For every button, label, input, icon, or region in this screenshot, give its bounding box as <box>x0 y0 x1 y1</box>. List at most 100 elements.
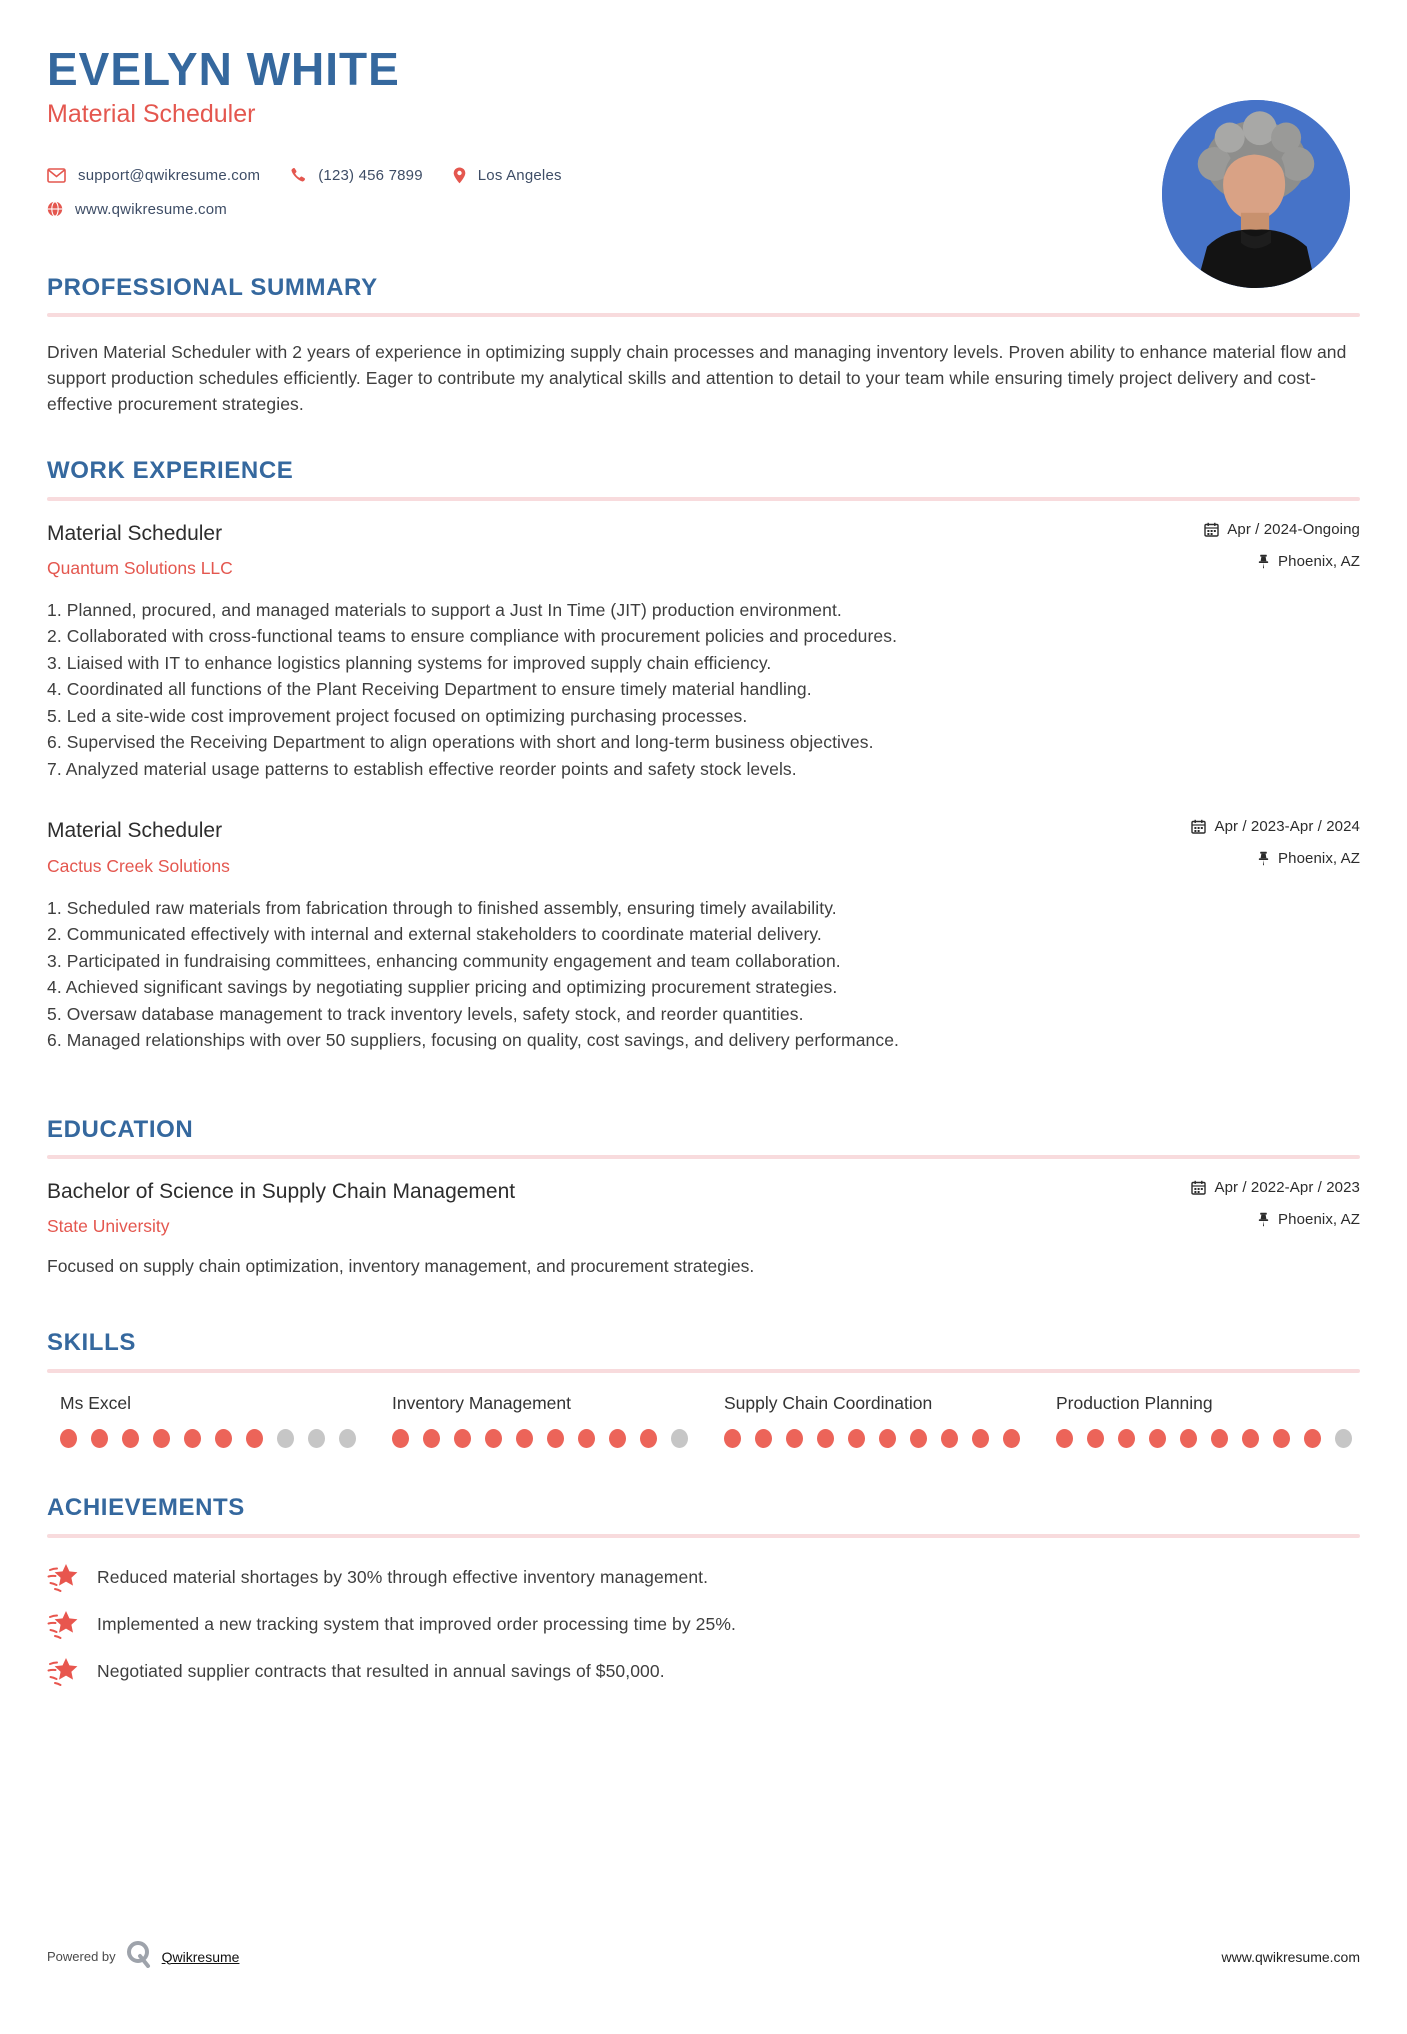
achievement-item: Implemented a new tracking system that i… <box>47 1609 1360 1641</box>
section-education: EDUCATION Bachelor of Science in Supply … <box>47 1116 1360 1280</box>
skill-dot-empty <box>1335 1429 1352 1449</box>
job-title: Material Scheduler <box>47 521 223 545</box>
skill-dot-filled <box>1242 1429 1259 1449</box>
skill-dot-filled <box>1211 1429 1228 1449</box>
section-divider <box>47 496 1360 501</box>
skill-dot-filled <box>1180 1429 1197 1449</box>
skill-item: Inventory Management <box>392 1393 702 1449</box>
skill-dot-filled <box>972 1429 989 1449</box>
skill-dot-filled <box>609 1429 626 1449</box>
job-bullet: 2. Communicated effectively with interna… <box>47 924 822 945</box>
footer-website: www.qwikresume.com <box>1221 1948 1360 1965</box>
degree-title: Bachelor of Science in Supply Chain Mana… <box>47 1180 516 1204</box>
skill-dot-filled <box>246 1429 263 1449</box>
job-bullet: 4. Coordinated all functions of the Plan… <box>47 679 812 700</box>
job-bullet: 3. Liaised with IT to enhance logistics … <box>47 652 772 673</box>
skill-dot-filled <box>454 1429 471 1449</box>
skill-rating-dots <box>1056 1429 1366 1449</box>
skill-dot-empty <box>308 1429 325 1449</box>
achievement-text: Reduced material shortages by 30% throug… <box>97 1567 709 1588</box>
job-company: Quantum Solutions LLC <box>47 557 233 578</box>
skill-dot-empty <box>671 1429 688 1449</box>
map-marker-icon <box>453 167 466 184</box>
achievement-text: Negotiated supplier contracts that resul… <box>97 1661 665 1682</box>
job-meta: Apr / 2023-Apr / 2024 Phoenix, AZ <box>1191 818 1360 867</box>
education-entry: Bachelor of Science in Supply Chain Mana… <box>47 1179 1360 1279</box>
skill-dot-filled <box>485 1429 502 1449</box>
skill-rating-dots <box>724 1429 1034 1449</box>
skill-dot-filled <box>941 1429 958 1449</box>
globe-icon <box>47 201 63 217</box>
section-professional-summary: PROFESSIONAL SUMMARY Driven Material Sch… <box>47 274 1360 418</box>
skill-dot-filled <box>91 1429 108 1449</box>
job-location-text: Phoenix, AZ <box>1278 552 1360 570</box>
calendar-icon <box>1191 1180 1207 1195</box>
section-achievements: ACHIEVEMENTS Reduced material shortages … <box>47 1494 1360 1688</box>
contact-website[interactable]: www.qwikresume.com <box>47 201 227 218</box>
footer: Powered by Qwikresume www.qwikresume.com <box>47 1940 1360 1973</box>
skill-dot-filled <box>516 1429 533 1449</box>
phone-icon <box>290 167 306 183</box>
skill-dot-filled <box>1003 1429 1020 1449</box>
contact-website-text: www.qwikresume.com <box>75 200 227 218</box>
contact-email[interactable]: support@qwikresume.com <box>47 167 260 184</box>
section-divider <box>47 313 1360 318</box>
skills-grid: Ms Excel Inventory Management Supply Cha… <box>47 1393 1360 1449</box>
envelope-icon <box>47 167 66 183</box>
job-bullet: 4. Achieved significant savings by negot… <box>47 977 838 998</box>
school-name: State University <box>47 1216 170 1237</box>
achievement-item: Reduced material shortages by 30% throug… <box>47 1562 1360 1594</box>
job-bullet: 5. Led a site-wide cost improvement proj… <box>47 705 748 726</box>
pushpin-icon <box>1257 1212 1270 1227</box>
job-dates: Apr / 2023-Apr / 2024 <box>1191 818 1360 835</box>
achievements-list: Reduced material shortages by 30% throug… <box>47 1562 1360 1688</box>
job-entry: Material Scheduler Quantum Solutions LLC… <box>47 521 1360 783</box>
portrait-illustration <box>1162 100 1350 288</box>
person-job-title: Material Scheduler <box>47 99 256 128</box>
skill-dot-filled <box>1118 1429 1135 1449</box>
section-divider <box>47 1155 1360 1160</box>
contact-row-1: support@qwikresume.com (123) 456 7899 Lo… <box>47 167 1360 184</box>
skill-dot-filled <box>60 1429 77 1449</box>
section-work-experience: WORK EXPERIENCE Material Scheduler Quant… <box>47 457 1360 1053</box>
skill-dot-filled <box>122 1429 139 1449</box>
education-heading: EDUCATION <box>47 1115 194 1143</box>
job-title: Material Scheduler <box>47 819 223 843</box>
skill-item: Supply Chain Coordination <box>724 1393 1034 1449</box>
achievement-text: Implemented a new tracking system that i… <box>97 1614 736 1635</box>
skill-name: Ms Excel <box>60 1393 131 1414</box>
skill-dot-filled <box>1087 1429 1104 1449</box>
skill-dot-filled <box>640 1429 657 1449</box>
skill-dot-filled <box>423 1429 440 1449</box>
profile-photo <box>1162 100 1350 288</box>
job-bullet: 1. Planned, procured, and managed materi… <box>47 599 842 620</box>
education-dates: Apr / 2022-Apr / 2023 <box>1191 1179 1360 1196</box>
contact-phone[interactable]: (123) 456 7899 <box>290 167 423 184</box>
section-divider <box>47 1369 1360 1374</box>
skill-item: Production Planning <box>1056 1393 1366 1449</box>
education-location: Phoenix, AZ <box>1191 1211 1360 1228</box>
skill-item: Ms Excel <box>60 1393 370 1449</box>
calendar-icon <box>1191 819 1207 835</box>
summary-text: Driven Material Scheduler with 2 years o… <box>47 342 1347 415</box>
skill-dot-filled <box>392 1429 409 1449</box>
shooting-star-icon <box>47 1562 81 1594</box>
person-name: EVELYN WHITE <box>47 43 400 95</box>
skill-dot-filled <box>1056 1429 1073 1449</box>
pushpin-icon <box>1257 554 1270 569</box>
skill-dot-filled <box>910 1429 927 1449</box>
skill-dot-filled <box>848 1429 865 1449</box>
qwikresume-brand-link[interactable]: Qwikresume <box>161 1948 240 1965</box>
shooting-star-icon <box>47 1656 81 1688</box>
resume-page: EVELYN WHITE Material Scheduler support@… <box>0 44 1407 2034</box>
job-location: Phoenix, AZ <box>1191 850 1360 867</box>
skill-dot-filled <box>1304 1429 1321 1449</box>
shooting-star-icon <box>47 1609 81 1641</box>
skill-dot-filled <box>817 1429 834 1449</box>
calendar-icon <box>1204 522 1219 537</box>
job-company: Cactus Creek Solutions <box>47 855 230 876</box>
job-bullet: 1. Scheduled raw materials from fabricat… <box>47 897 837 918</box>
skill-dot-filled <box>215 1429 232 1449</box>
header: EVELYN WHITE Material Scheduler support@… <box>47 43 1360 288</box>
skill-dot-empty <box>339 1429 356 1449</box>
